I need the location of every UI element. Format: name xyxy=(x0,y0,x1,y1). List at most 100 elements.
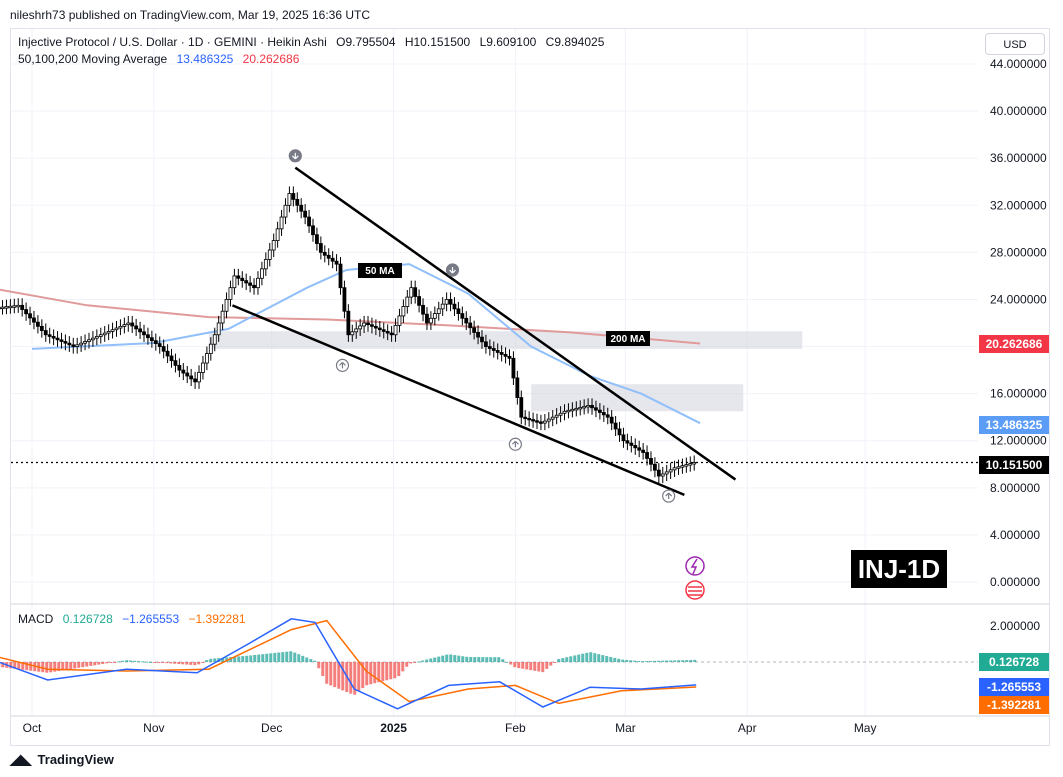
macd-histogram-bar xyxy=(425,659,429,662)
macd-histogram-bar xyxy=(673,660,677,662)
lower-trendline xyxy=(231,304,685,497)
macd-histogram-bar xyxy=(125,660,129,662)
macd-histogram-bar xyxy=(485,657,489,662)
candle-body xyxy=(232,275,237,289)
macd-histogram-bar xyxy=(557,658,561,662)
candle-body xyxy=(71,344,76,347)
tradingview-logo[interactable]: ◢◣ TradingView xyxy=(10,751,114,768)
macd-histogram-bar xyxy=(173,662,177,664)
candle-body xyxy=(228,287,233,300)
macd-histogram-bar xyxy=(29,662,33,671)
macd-histogram-bar xyxy=(457,655,461,662)
candle-body xyxy=(523,416,528,420)
macd-histogram-bar xyxy=(193,662,197,666)
candle-body xyxy=(201,362,205,373)
candle-body xyxy=(381,329,386,332)
macd-histogram-bar xyxy=(661,660,665,662)
candle-body xyxy=(63,341,68,344)
footer-text: TradingView xyxy=(37,752,114,767)
macd-histogram-bar xyxy=(341,662,345,691)
macd-histogram-bar xyxy=(461,656,465,662)
candle-body xyxy=(456,308,461,314)
macd-histogram-bar xyxy=(181,662,185,665)
publisher-line: nileshrh73 published on TradingView.com,… xyxy=(10,8,370,22)
macd-histogram-bar xyxy=(109,662,113,663)
y-tick-label: 44.000000 xyxy=(990,57,1047,71)
macd-histogram-bar xyxy=(93,662,97,666)
candle-body xyxy=(181,369,186,374)
macd-histogram-bar xyxy=(85,662,89,667)
macd-histogram-bar xyxy=(617,658,621,662)
macd-histogram-bar xyxy=(397,662,401,677)
macd-histogram-bar xyxy=(81,662,85,668)
candle-body xyxy=(495,350,500,353)
macd-legend: MACD 0.126728 −1.265553 −1.392281 xyxy=(18,612,252,626)
candle-body xyxy=(484,341,488,347)
candle-body xyxy=(393,324,398,336)
candle-body xyxy=(110,329,115,332)
tradingview-icon: ◢◣ xyxy=(10,751,32,767)
macd-histogram-bar xyxy=(465,656,469,662)
macd-histogram-bar xyxy=(669,660,673,662)
candle-body xyxy=(672,467,677,471)
macd-histogram-bar xyxy=(361,662,365,689)
macd-histogram-bar xyxy=(597,654,601,662)
candle-body xyxy=(283,204,288,218)
macd-histogram-bar xyxy=(569,656,573,662)
candle-body xyxy=(566,409,571,413)
candle-body xyxy=(134,325,139,330)
macd-line-tag: -1.265553 xyxy=(979,678,1049,696)
candle-body xyxy=(43,330,48,336)
macd-histogram-bar xyxy=(585,652,589,662)
candle-body xyxy=(173,360,178,366)
macd-histogram-bar xyxy=(629,660,633,662)
candle-body xyxy=(122,324,127,327)
candle-body xyxy=(83,341,87,344)
macd-histogram-bar xyxy=(473,657,477,662)
candle-body xyxy=(480,336,484,343)
candle-body xyxy=(487,346,492,349)
candle-body xyxy=(558,412,563,416)
currency-button[interactable]: USD xyxy=(985,33,1045,55)
candle-body xyxy=(114,327,119,331)
candle-body xyxy=(491,348,496,351)
candle-body xyxy=(468,322,473,329)
ohlc-low: L9.609100 xyxy=(479,35,537,49)
candle-body xyxy=(204,353,209,364)
macd-histogram-bar xyxy=(381,662,385,682)
candle-body xyxy=(637,447,642,451)
macd-histogram-bar xyxy=(21,662,25,670)
macd-histogram-bar xyxy=(261,654,265,662)
macd-histogram-bar xyxy=(589,652,593,662)
candle-body xyxy=(676,466,681,469)
candle-body xyxy=(503,353,508,357)
candle-body xyxy=(260,268,264,279)
macd-histogram-bar xyxy=(537,662,541,672)
macd-histogram-bar xyxy=(25,662,29,671)
macd-histogram-bar xyxy=(489,657,493,662)
candle-body xyxy=(185,372,190,377)
macd-histogram-bar xyxy=(249,655,253,662)
macd-histogram-bar xyxy=(613,657,617,662)
ohlc-high: H10.151500 xyxy=(404,35,471,49)
candle-body xyxy=(688,463,693,466)
macd-histogram-bar xyxy=(549,662,553,666)
macd-hist-value: 0.126728 xyxy=(62,612,113,626)
macd-histogram-bar xyxy=(421,660,425,662)
candle-body xyxy=(87,339,91,342)
ticker-badge: INJ-1D xyxy=(851,550,947,588)
macd-histogram-bar xyxy=(185,662,189,665)
candle-body xyxy=(358,325,363,330)
candle-body xyxy=(59,339,64,342)
candle-body xyxy=(47,334,52,337)
macd-histogram-bar xyxy=(177,662,181,665)
candle-body xyxy=(39,325,44,331)
macd-histogram-bar xyxy=(113,662,117,663)
macd-histogram-bar xyxy=(521,662,525,669)
flag-stripes xyxy=(688,586,702,596)
candle-body xyxy=(153,340,158,345)
candle-body xyxy=(275,228,280,241)
macd-histogram-bar xyxy=(353,662,357,695)
macd-histogram-bar xyxy=(297,654,301,662)
